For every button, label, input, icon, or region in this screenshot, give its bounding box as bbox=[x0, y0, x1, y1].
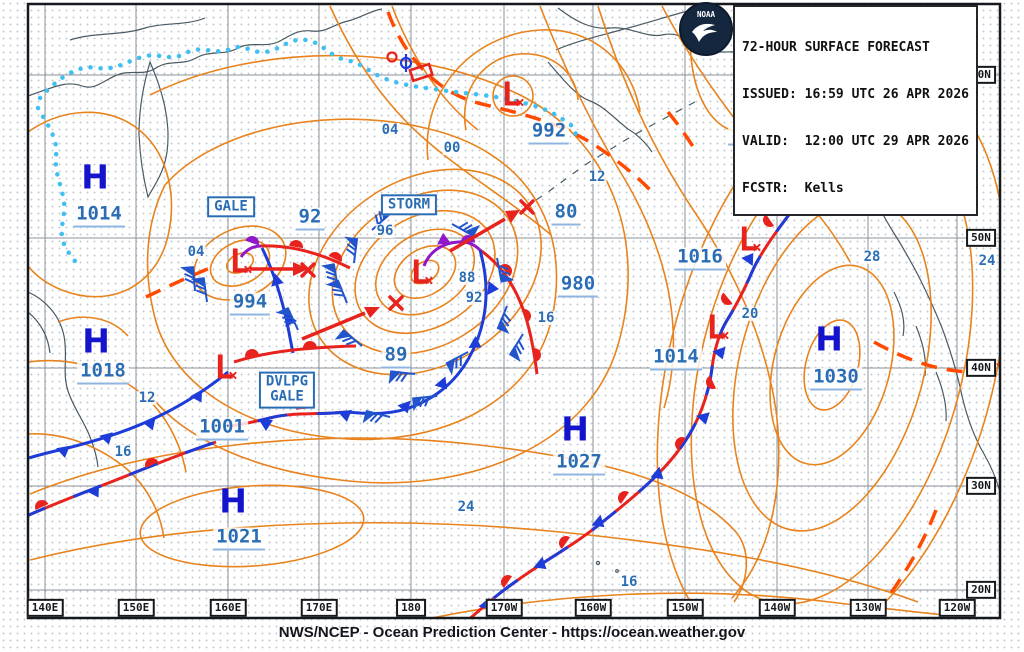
issued-line: ISSUED: 16:59 UTC 26 APR 2026 bbox=[742, 86, 969, 102]
longitude-label: 160W bbox=[574, 598, 612, 618]
low-x-marker: × bbox=[720, 325, 730, 345]
map-caption: NWS/NCEP - Ocean Prediction Center - htt… bbox=[278, 624, 746, 641]
pressure-value: 1030 bbox=[810, 367, 862, 391]
pressure-value: 1016 bbox=[674, 247, 726, 271]
latitude-label: 40N bbox=[966, 358, 996, 378]
map-frame bbox=[26, 2, 1002, 620]
longitude-label: 140W bbox=[758, 598, 796, 618]
storm-warning-label: STORM bbox=[380, 194, 438, 216]
isobar-label: 04 bbox=[380, 122, 400, 138]
pressure-value: 1021 bbox=[213, 527, 265, 551]
longitude-label: 150W bbox=[666, 598, 704, 618]
latitude-label: 30N bbox=[966, 476, 996, 496]
box-symbol bbox=[408, 62, 435, 83]
occluded-front bbox=[239, 244, 262, 258]
movement-arrows bbox=[250, 199, 535, 341]
pressure-value: 1014 bbox=[73, 204, 125, 228]
longitude-label: 160E bbox=[209, 598, 247, 618]
pressure-value: 992 bbox=[528, 121, 570, 145]
pressure-value: 1014 bbox=[650, 347, 702, 371]
low-symbol: L× bbox=[229, 241, 253, 281]
forecast-title: 72-HOUR SURFACE FORECAST bbox=[742, 40, 930, 56]
longitude-label: 140E bbox=[26, 598, 64, 618]
isobar-label: 16 bbox=[113, 444, 133, 460]
pressure-value: 1027 bbox=[553, 452, 605, 476]
isobar-label: 96 bbox=[375, 223, 395, 239]
warm-front bbox=[233, 344, 357, 364]
noaa-logo: NOAA bbox=[679, 2, 733, 56]
isobar-label: 88 bbox=[457, 270, 477, 286]
pressure-value: 1001 bbox=[196, 417, 248, 441]
isobar-label: 12 bbox=[587, 169, 607, 185]
front-layer bbox=[28, 97, 838, 618]
longitude-label: 170W bbox=[485, 598, 523, 618]
isobar-label: 16 bbox=[536, 310, 556, 326]
forecast-pressure-value: 80 bbox=[551, 202, 581, 226]
valid-line: VALID: 12:00 UTC 29 APR 2026 bbox=[742, 133, 969, 149]
isobar-label: 28 bbox=[862, 249, 882, 265]
isobar-label: 04 bbox=[186, 244, 206, 260]
high-symbol: H bbox=[81, 157, 109, 197]
pressure-value: 1018 bbox=[77, 361, 129, 385]
low-x-marker: × bbox=[424, 270, 434, 290]
isobar-label: 12 bbox=[137, 390, 157, 406]
seabird-icon bbox=[692, 23, 717, 42]
pressure-value: 980 bbox=[557, 274, 599, 298]
phi-symbol bbox=[399, 54, 413, 72]
latitude-label: 20N bbox=[966, 580, 996, 600]
high-symbol: H bbox=[82, 321, 110, 361]
longitude-label: 150E bbox=[117, 598, 155, 618]
longitude-label: 130W bbox=[849, 598, 887, 618]
isobar-label: 24 bbox=[456, 499, 476, 515]
forecaster-line: FCSTR: Kells bbox=[742, 180, 844, 196]
cold-front bbox=[346, 249, 488, 415]
gale-warning-label: GALE bbox=[207, 196, 255, 218]
low-x-marker: × bbox=[228, 365, 238, 385]
high-symbol: H bbox=[219, 481, 247, 521]
low-symbol: L× bbox=[214, 347, 238, 387]
isobar-label: 00 bbox=[442, 140, 462, 156]
forecast-pressure-value: 89 bbox=[381, 345, 411, 369]
pressure-value: 994 bbox=[229, 292, 271, 316]
development-symbols bbox=[386, 51, 435, 83]
isobar-label: 92 bbox=[464, 290, 484, 306]
longitude-label: 170E bbox=[300, 598, 338, 618]
high-symbol: H bbox=[561, 409, 589, 449]
title-block: 72-HOUR SURFACE FORECAST ISSUED: 16:59 U… bbox=[733, 5, 978, 216]
isobar-label: 20 bbox=[740, 306, 760, 322]
forecast-x-marker bbox=[300, 199, 535, 311]
low-x-marker: × bbox=[515, 92, 525, 112]
low-x-marker: × bbox=[243, 259, 253, 279]
isobar-label: 24 bbox=[977, 253, 997, 269]
high-symbol: H bbox=[815, 319, 843, 359]
longitude-label: 120W bbox=[938, 598, 976, 618]
low-x-marker: × bbox=[752, 237, 762, 257]
isobar-label: 16 bbox=[619, 574, 639, 590]
low-symbol: L× bbox=[706, 307, 730, 347]
grid-layer bbox=[28, 4, 1000, 618]
low-symbol: L× bbox=[738, 219, 762, 259]
latitude-label: 50N bbox=[966, 228, 996, 248]
forecast-pressure-value: 92 bbox=[295, 207, 325, 231]
dvlpg-gale-warning-label: DVLPG GALE bbox=[258, 371, 316, 409]
noaa-logo-text: NOAA bbox=[697, 10, 716, 19]
occluded-front bbox=[422, 240, 482, 267]
low-symbol: L× bbox=[410, 252, 434, 292]
ice-edge bbox=[35, 37, 578, 271]
warm-front bbox=[260, 244, 351, 270]
low-symbol: L× bbox=[501, 74, 525, 114]
low-circle-symbol bbox=[386, 51, 398, 63]
longitude-label: 180 bbox=[396, 598, 426, 618]
